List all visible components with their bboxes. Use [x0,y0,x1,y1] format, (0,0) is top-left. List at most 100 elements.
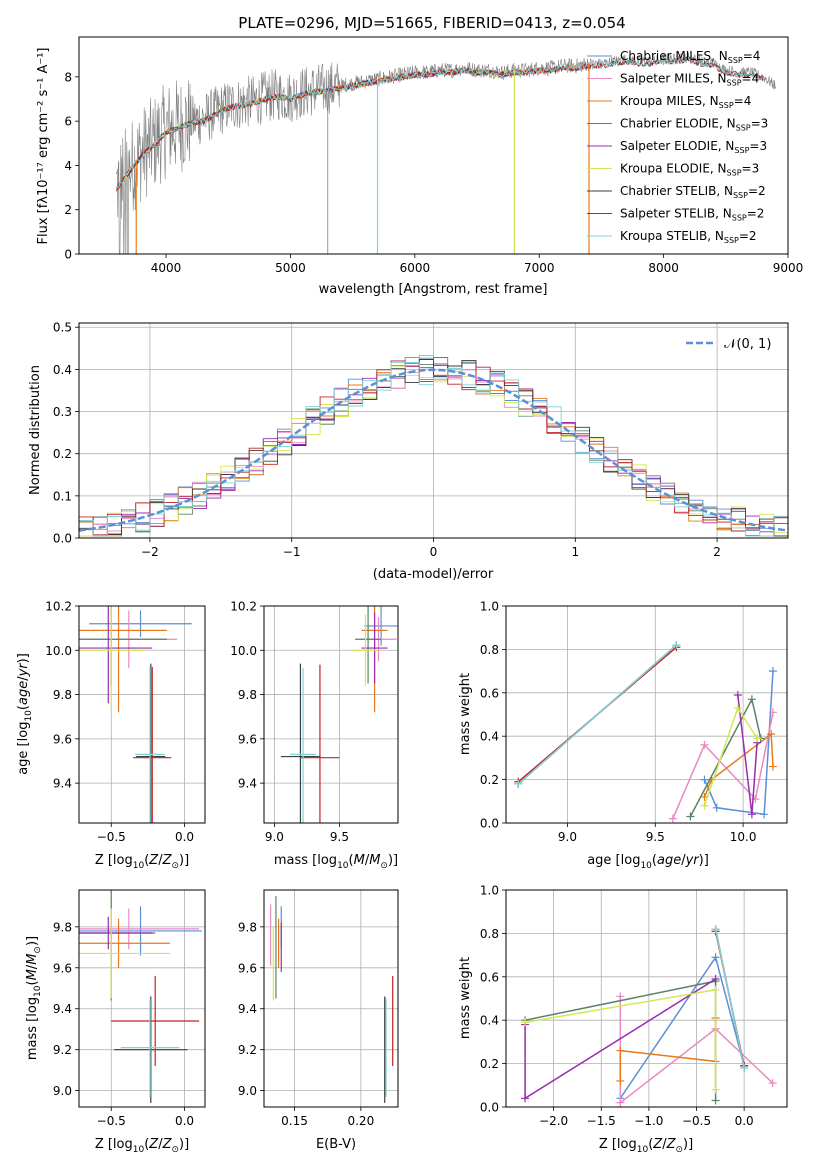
weight-vs-age-series-line [703,732,774,798]
mass-vs-ebv-panel: 0.15 0.20 9.0 9.2 9.4 9.6 9.8 E(B-V) [238,889,399,1152]
weight-vs-age-point-marker [700,775,709,784]
weight-vs-z-x-tick-label: 0.0 [735,1114,754,1128]
residuals-histogram-step [79,359,788,537]
mass-vs-ebv-frame [263,889,399,1108]
age-vs-mass-y-ticks: 9.4 9.6 9.8 10.0 10.2 [230,600,264,791]
mass-vs-z-x-tick-label: 0.0 [175,1114,194,1128]
spectrum-legend: Chabrier MILES, NSSP=4 Salpeter MILES, NS… [587,49,768,245]
weight-vs-age-y-tick-label: 0.0 [480,817,499,831]
weight-vs-age-point-marker [753,734,762,743]
weight-vs-age-frame [505,605,788,824]
spectrum-x-tick-label: 7000 [524,261,555,275]
spectrum-y-tick-label: 2 [64,203,72,217]
weight-vs-age-point-marker [700,740,709,749]
figure-title: PLATE=0296, MJD=51665, FIBERID=0413, z=0… [238,14,625,32]
weight-vs-z-point-marker [521,1018,530,1027]
residuals-x-tick-label: 1 [571,545,579,559]
age-vs-z-y-tick-label: 9.4 [53,777,72,791]
age-vs-mass-x-ticks: 9.0 9.5 [265,823,349,844]
age-vs-mass-frame [263,605,399,824]
mass-vs-ebv-y-tick-label: 9.2 [238,1043,257,1057]
weight-vs-z-y-tick-label: 1.0 [480,884,499,898]
mass-vs-ebv-plot-area [264,890,398,1107]
weight-vs-z-point-marker [740,1063,749,1072]
weight-vs-age-point-marker [733,690,742,699]
weight-vs-age-point-marker [768,667,777,676]
weight-vs-z-panel: −2.0 −1.5 −1.0 −0.5 0.0 0.0 0.2 0.4 0.6 0.8 1.0 Z… [458,884,788,1155]
weight-vs-age-point-marker [712,803,721,812]
weight-vs-age-point-marker [514,779,523,788]
weight-vs-z-x-tick-label: −2.0 [539,1114,568,1128]
weight-vs-age-x-tick-label: 9.5 [646,830,665,844]
residuals-y-tick-label: 0.4 [53,363,72,377]
weight-vs-z-point-marker [711,1096,720,1105]
weight-vs-z-xlabel: Z [log10(Z/Z⊙)] [599,1137,693,1155]
weight-vs-z-point-marker [711,953,720,962]
mass-vs-z-y-tick-label: 9.8 [53,920,72,934]
weight-vs-z-point-marker [616,992,625,1001]
residuals-x-tick-label: 2 [713,545,721,559]
residuals-legend: 𝒩(0, 1) [686,337,771,352]
weight-vs-age-panel: 9.0 9.5 10.0 0.0 0.2 0.4 0.6 0.8 1.0 age [log10… [458,600,788,871]
spectrum-legend-label: Salpeter MILES, NSSP=4 [620,72,759,88]
age-vs-z-plot-area [79,606,205,823]
weight-vs-age-y-tick-label: 0.6 [480,686,499,700]
weight-vs-z-y-tick-label: 0.4 [480,1014,499,1028]
spectrum-frame [78,36,789,255]
weight-vs-age-point-marker [768,708,777,717]
weight-vs-age-xlabel: age [log10(age/yr)] [587,853,709,871]
spectrum-x-tick-label: 9000 [773,261,804,275]
weight-vs-age-series-line [703,671,774,816]
residuals-y-ticks: 0.0 0.1 0.2 0.3 0.4 0.5 [53,321,79,546]
weight-vs-z-lines [521,925,777,1107]
age-vs-z-errorbars [79,606,192,823]
mass-vs-z-x-ticks: −0.5 0.0 [97,1107,194,1128]
age-vs-z-y-tick-label: 10.2 [45,600,72,614]
age-vs-mass-xlabel: mass [log10(M/M⊙)] [274,853,398,871]
weight-vs-age-y-tick-label: 0.2 [480,773,499,787]
weight-vs-z-point-marker [616,1098,625,1107]
weight-vs-z-point-marker [521,1094,530,1103]
spectrum-x-tick-label: 6000 [400,261,431,275]
age-vs-mass-y-tick-label: 9.8 [238,688,257,702]
weight-vs-age-y-tick-label: 0.4 [480,730,499,744]
spectrum-x-tick-label: 5000 [275,261,306,275]
mass-vs-z-plot-area [79,890,205,1107]
residuals-normal-curve [79,368,786,532]
age-vs-mass-x-tick-label: 9.5 [330,830,349,844]
weight-vs-z-plot-area [506,890,787,1107]
weight-vs-z-point-marker [711,925,720,934]
mass-vs-ebv-x-tick-label: 0.20 [347,1114,374,1128]
weight-vs-age-point-marker [672,641,681,650]
spectrum-legend-label: Kroupa ELODIE, NSSP=3 [620,162,759,178]
age-vs-mass-y-tick-label: 10.2 [230,600,257,614]
age-vs-z-panel: −0.5 0.0 9.4 9.6 9.8 10.0 10.2 Z [log10(Z/Z⊙)… [16,600,206,871]
weight-vs-age-point-marker [768,762,777,771]
mass-vs-ebv-y-ticks: 9.0 9.2 9.4 9.6 9.8 [238,920,264,1098]
age-vs-mass-errorbars [280,606,398,823]
mass-vs-ebv-x-tick-label: 0.15 [281,1114,308,1128]
mass-vs-z-panel: −0.5 0.0 9.09.29.49.69.8 Z [log10(Z/Z⊙)] … [25,889,206,1155]
residuals-y-tick-label: 0.3 [53,405,72,419]
spectrum-y-tick-label: 8 [64,70,72,84]
weight-vs-z-ylabel: mass weight [458,957,473,1039]
weight-vs-age-series-line [672,712,774,819]
weight-vs-age-ylabel: mass weight [458,673,473,755]
weight-vs-age-point-marker [733,703,742,712]
mass-vs-ebv-y-tick-label: 9.8 [238,920,257,934]
weight-vs-z-y-tick-label: 0.2 [480,1057,499,1071]
residuals-ylabel: Normed distribution [28,365,43,495]
weight-vs-z-x-tick-label: −1.0 [634,1114,663,1128]
weight-vs-z-y-tick-label: 0.8 [480,927,499,941]
age-vs-z-y-ticks: 9.4 9.6 9.8 10.0 10.2 [45,600,79,791]
spectrum-legend-label: Chabrier STELIB, NSSP=2 [620,184,766,200]
weight-vs-z-frame [505,889,788,1108]
weight-vs-z-y-ticks: 0.0 0.2 0.4 0.6 0.8 1.0 [480,884,506,1115]
weight-vs-age-point-marker [760,810,769,819]
mass-vs-ebv-grid [264,890,398,1107]
age-vs-z-frame [78,605,206,824]
mass-vs-z-y-tick-label: 9.0 [53,1084,72,1098]
age-vs-mass-y-tick-label: 10.0 [230,644,257,658]
weight-vs-age-y-ticks: 0.0 0.2 0.4 0.6 0.8 1.0 [480,600,506,831]
mass-vs-ebv-y-tick-label: 9.6 [238,961,257,975]
